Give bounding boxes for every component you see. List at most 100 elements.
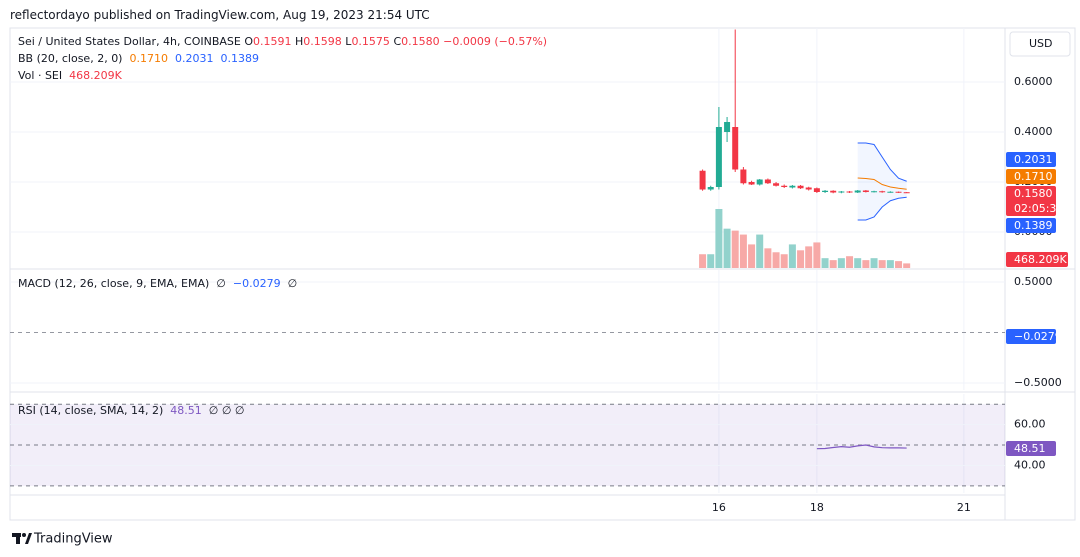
volume-bar [862, 260, 870, 268]
volume-bar [715, 209, 723, 268]
macd-legend: MACD (12, 26, close, 9, EMA, EMA) ∅ −0.0… [18, 277, 297, 290]
volume-bar [821, 258, 829, 268]
x-tick-label: 16 [712, 501, 726, 514]
currency-label: USD [1029, 37, 1053, 50]
rsi-legend: RSI (14, close, SMA, 14, 2) 48.51 ∅ ∅ ∅ [18, 404, 245, 417]
rsi-extra: ∅ ∅ ∅ [208, 404, 245, 417]
candle-body [854, 190, 861, 193]
ohlc-key: O [244, 35, 254, 48]
bb-label: BB (20, close, 2, 0) [18, 52, 123, 65]
candle-body [715, 127, 722, 187]
volume-bar [903, 263, 911, 268]
tradingview-logo [12, 533, 32, 544]
rsi-line [816, 444, 907, 450]
currency-button[interactable] [1009, 31, 1071, 57]
vol-value: 468.209K [69, 69, 122, 82]
x-tick-label: 21 [957, 501, 971, 514]
volume-bar [756, 234, 764, 268]
volume-bar [813, 242, 821, 268]
candle-body [724, 122, 731, 132]
candle-body [707, 187, 714, 190]
vol-legend: Vol · SEI 468.209K [18, 69, 122, 82]
price-tag-label: 0.2031 [1014, 153, 1053, 166]
volume-bar [797, 250, 805, 268]
bb-fill [857, 143, 907, 220]
price-tag [1006, 152, 1056, 167]
candle-body [879, 191, 886, 193]
volume-bar [870, 258, 878, 268]
candle-body [895, 191, 902, 193]
candle-body [773, 183, 780, 186]
macd-label: MACD (12, 26, close, 9, EMA, EMA) [18, 277, 210, 290]
candle-body [838, 191, 845, 193]
ohlc-key: L [345, 35, 352, 48]
volume-bar [772, 252, 780, 268]
volume-bar [764, 248, 772, 268]
price-tag [1006, 441, 1056, 456]
bb-value: 0.1389 [220, 52, 259, 65]
footer-brand: TradingView [33, 532, 113, 547]
volume-bar [731, 230, 739, 268]
volume-bar [854, 258, 862, 268]
ohlc: O0.1591 H0.1598 L0.1575 C0.1580 [244, 35, 443, 48]
price-tag-label: 48.51 [1014, 442, 1046, 455]
ohlc-value: 0.1591 [253, 35, 292, 48]
bb-upper [857, 142, 907, 182]
chart-border [9, 27, 1076, 521]
bb-value: 0.2031 [174, 52, 214, 65]
bb-legend: BB (20, close, 2, 0) 0.1710 0.2031 0.138… [18, 52, 259, 65]
price-tag-label: −0.0279 [1014, 330, 1062, 343]
change: −0.0009 (−0.57%) [443, 35, 548, 48]
y-tick-label: −0.5000 [1014, 376, 1062, 389]
macd-value: ∅ [287, 277, 298, 290]
x-tick-label: 18 [810, 501, 824, 514]
candle-body [813, 188, 820, 192]
ohlc-value: 0.1580 [401, 35, 440, 48]
volume-bar [780, 254, 788, 268]
main-legend: Sei / United States Dollar, 4h, COINBASE… [18, 35, 547, 48]
ohlc-value: 0.1575 [351, 35, 390, 48]
candle-body [822, 190, 829, 192]
volume-bar [748, 244, 756, 268]
candle-body [699, 170, 706, 190]
bb-lower [857, 196, 907, 221]
candle-body [871, 191, 878, 193]
y-tick-label: 0.6000 [1014, 75, 1053, 88]
symbol: Sei / United States Dollar, 4h, COINBASE [18, 35, 241, 48]
price-tag-label: 0.1710 [1014, 170, 1053, 183]
y-tick-label: 0.4000 [1014, 125, 1053, 138]
volume-bar [886, 260, 894, 268]
candle-body [862, 190, 869, 192]
candle-body [740, 169, 747, 184]
price-tag [1006, 218, 1056, 233]
countdown: 02:05:38 [1014, 202, 1063, 215]
volume-bar [707, 254, 715, 268]
candle-body [805, 187, 812, 190]
candle-body [887, 191, 894, 193]
ohlc-key: H [295, 35, 304, 48]
candle-body [797, 185, 804, 189]
bb-value: 0.1710 [129, 52, 168, 65]
macd-value: ∅ [216, 277, 226, 290]
price-tag [1006, 169, 1056, 184]
volume-bar [699, 254, 707, 268]
candle-body [789, 185, 796, 188]
volume-bar [846, 256, 854, 268]
candle-body [756, 179, 763, 185]
ohlc-key: C [393, 35, 402, 48]
macd-value: −0.0279 [232, 277, 281, 290]
candle-body [748, 182, 755, 185]
candle-body [830, 190, 837, 193]
candle-body [903, 192, 910, 194]
price-tag-label: 468.209K [1014, 253, 1067, 266]
price-tag [1006, 329, 1056, 344]
price-tag-label: 0.1580 [1014, 187, 1053, 200]
candle-body [732, 127, 739, 170]
volume-bar [723, 228, 731, 268]
volume-bar [878, 260, 886, 268]
volume-bar [837, 258, 845, 268]
candle-body [846, 191, 853, 193]
volume-bar [805, 246, 813, 268]
